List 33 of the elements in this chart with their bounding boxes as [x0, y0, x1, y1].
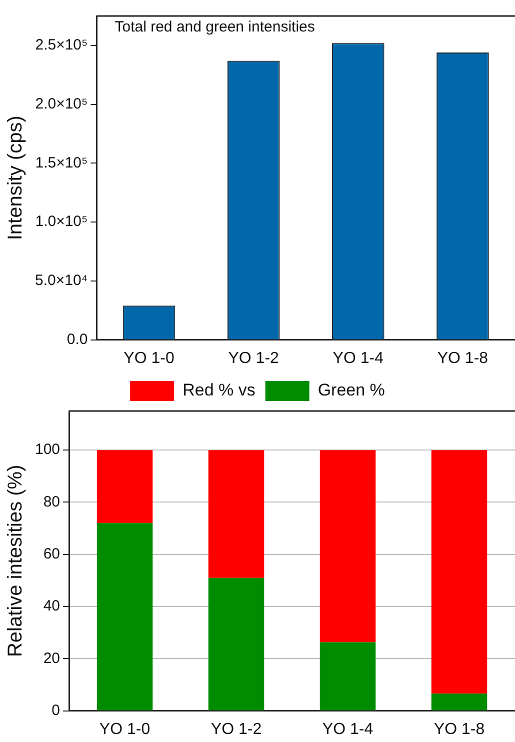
- legend-label: Red % vs: [182, 380, 256, 400]
- y-tick-label: 1.5×10⁵: [35, 154, 88, 172]
- y-tick-label: 1.0×10⁵: [35, 213, 88, 230]
- y-tick-label: 0: [52, 702, 60, 719]
- y-tick-label: 2.0×10⁵: [35, 95, 88, 112]
- bar: [208, 450, 264, 578]
- x-tick-label: YO 1-8: [437, 350, 488, 367]
- x-tick-label: YO 1-2: [210, 720, 262, 738]
- bar: [96, 523, 153, 710]
- x-tick-label: YO 1-4: [332, 350, 384, 367]
- x-tick-label: YO 1-4: [322, 720, 374, 738]
- y-tick-label: 0.0: [66, 330, 88, 348]
- bar: [431, 694, 488, 710]
- chart-title: Total red and green intensities: [114, 18, 315, 36]
- y-tick-label: 5.0×10⁴: [34, 272, 88, 290]
- y-tick-label: 60: [43, 546, 60, 563]
- x-tick-label: YO 1-2: [228, 350, 280, 367]
- bar: [208, 578, 264, 710]
- y-tick-label: 40: [43, 598, 60, 615]
- y-axis-title: Relative intesities (%): [4, 464, 27, 658]
- y-tick-label: 100: [34, 441, 60, 458]
- y-axis-title: Intensity (cps): [4, 116, 27, 240]
- legend-label: Green %: [318, 380, 385, 400]
- y-tick-label: 80: [43, 493, 60, 510]
- bar: [431, 450, 488, 694]
- bar: [320, 450, 376, 642]
- x-tick-label: YO 1-0: [99, 720, 150, 738]
- y-tick-label: 2.5×10⁵: [35, 36, 88, 54]
- x-tick-label: YO 1-8: [434, 720, 485, 738]
- bar: [96, 450, 153, 524]
- bar: [320, 642, 376, 710]
- x-tick-label: YO 1-0: [124, 350, 174, 367]
- y-tick-label: 20: [43, 650, 60, 667]
